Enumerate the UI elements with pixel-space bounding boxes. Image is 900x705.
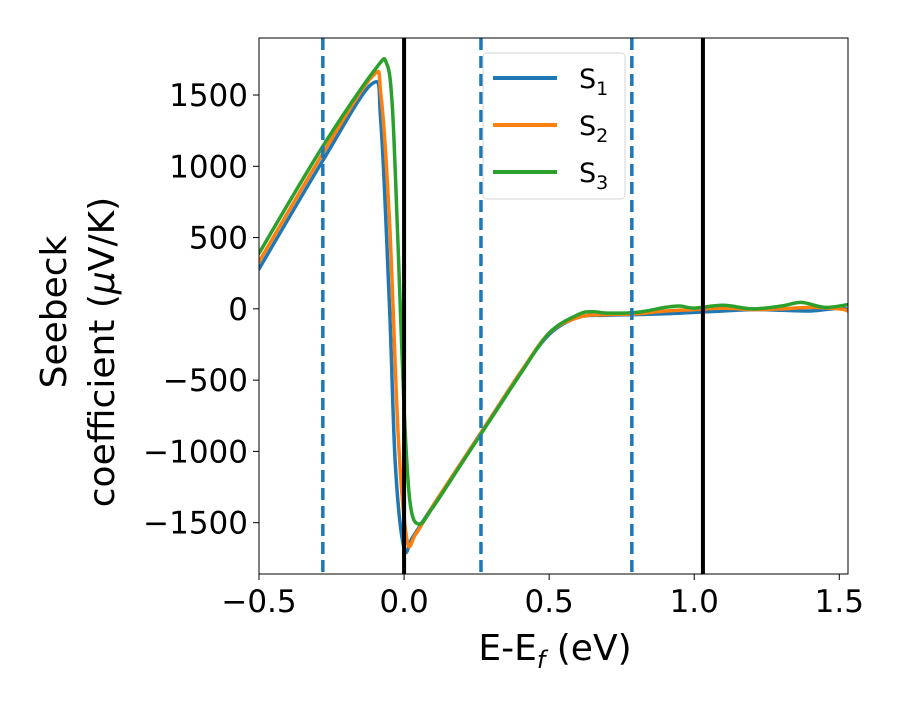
plot-frame (258, 37, 849, 575)
x-axis-label: E-Ef (eV) (478, 628, 631, 674)
legend-label-s1: S1 (579, 64, 608, 100)
y-axis-label-suffix: V/K) (82, 197, 123, 271)
x-tick-label: −0.5 (221, 584, 296, 620)
y-tick-label: 1500 (169, 78, 248, 114)
y-tick-label: −500 (163, 363, 248, 399)
x-tick-label: 0.0 (379, 584, 428, 620)
x-axis-label-unit: (eV) (545, 628, 631, 669)
series-layer (259, 57, 848, 555)
y-tick-label: 500 (189, 221, 248, 257)
x-axis-label-main: E-E (478, 628, 536, 669)
vertical-lines (321, 38, 705, 574)
y-tick-label: 0 (228, 292, 248, 328)
y-tick-label: 1000 (169, 149, 248, 185)
series-line-s3 (259, 57, 848, 526)
y-tick-label: −1500 (143, 506, 248, 542)
y-axis-label-mu: μ (82, 271, 123, 295)
x-tick-label: 0.5 (524, 584, 573, 620)
y-axis-label-line2-group: coefficient (μV/K) (82, 197, 123, 507)
legend: S1 S2 S3 (482, 52, 626, 200)
y-axis-label-line1: Seebeck (34, 235, 75, 388)
y-axis-label-line1-group: Seebeck (34, 235, 75, 388)
legend-label-s3: S3 (579, 158, 608, 194)
axis-ticks: −0.5 0.0 0.5 1.0 1.5 −1500 −1000 −500 0 500 1000 15… (143, 78, 864, 620)
y-axis-label-prefix: coefficient ( (82, 294, 123, 507)
legend-label-s2: S2 (579, 111, 608, 147)
y-tick-label: −1000 (143, 434, 248, 470)
y-axis-label-line2: coefficient (μV/K) (82, 197, 123, 507)
x-tick-label: 1.5 (815, 584, 864, 620)
x-tick-label: 1.0 (670, 584, 719, 620)
